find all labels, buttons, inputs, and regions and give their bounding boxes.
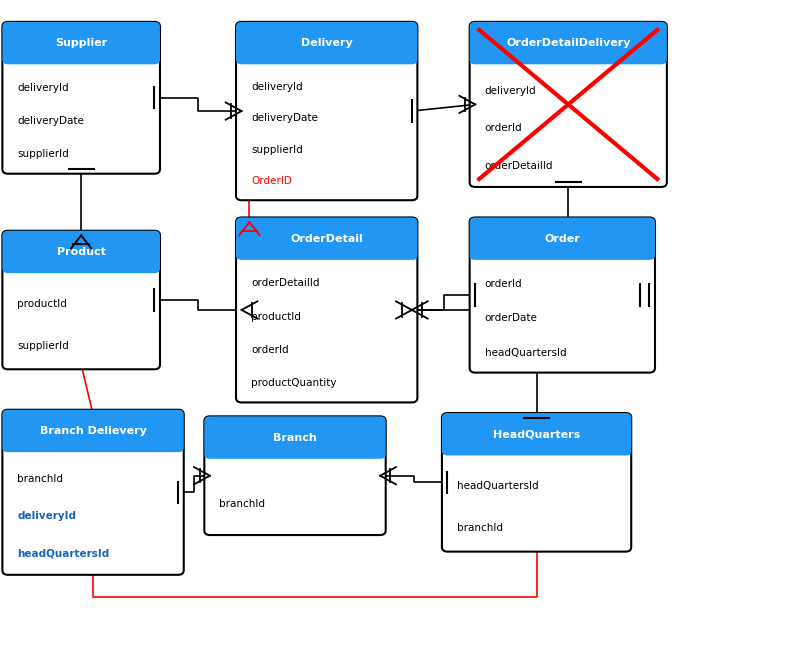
FancyBboxPatch shape bbox=[470, 217, 655, 373]
FancyBboxPatch shape bbox=[2, 410, 184, 452]
Bar bbox=[210, 438, 380, 454]
Text: productId: productId bbox=[17, 299, 67, 309]
Text: HeadQuarters: HeadQuarters bbox=[493, 429, 581, 440]
FancyBboxPatch shape bbox=[442, 413, 631, 552]
FancyBboxPatch shape bbox=[204, 416, 386, 459]
Text: deliveryId: deliveryId bbox=[17, 511, 76, 521]
Text: Delivery: Delivery bbox=[301, 38, 352, 48]
Text: OrderID: OrderID bbox=[251, 176, 292, 186]
Bar bbox=[242, 43, 412, 60]
Text: Supplier: Supplier bbox=[55, 38, 107, 48]
Bar bbox=[8, 252, 154, 269]
Text: deliveryId: deliveryId bbox=[17, 83, 69, 93]
Text: orderDetailId: orderDetailId bbox=[485, 160, 553, 170]
Text: supplierId: supplierId bbox=[17, 341, 69, 351]
Text: productId: productId bbox=[251, 312, 301, 322]
Text: Branch Delievery: Branch Delievery bbox=[40, 426, 147, 436]
FancyBboxPatch shape bbox=[2, 231, 160, 273]
Bar bbox=[475, 43, 661, 60]
Bar bbox=[447, 434, 626, 451]
FancyBboxPatch shape bbox=[442, 413, 631, 455]
Text: orderDetailId: orderDetailId bbox=[251, 278, 319, 288]
Text: headQuartersId: headQuartersId bbox=[485, 347, 566, 357]
Text: orderId: orderId bbox=[485, 279, 523, 289]
Text: deliveryId: deliveryId bbox=[485, 86, 536, 96]
FancyBboxPatch shape bbox=[470, 217, 655, 260]
Text: Product: Product bbox=[57, 247, 105, 257]
FancyBboxPatch shape bbox=[470, 22, 667, 64]
FancyBboxPatch shape bbox=[2, 22, 160, 64]
FancyBboxPatch shape bbox=[204, 416, 386, 535]
Text: Order: Order bbox=[544, 233, 581, 244]
Text: orderDate: orderDate bbox=[485, 314, 538, 324]
Text: supplierId: supplierId bbox=[251, 145, 303, 154]
FancyBboxPatch shape bbox=[2, 410, 184, 575]
FancyBboxPatch shape bbox=[470, 22, 667, 187]
Text: OrderDetail: OrderDetail bbox=[291, 233, 363, 244]
Bar bbox=[8, 431, 178, 448]
Text: orderId: orderId bbox=[251, 345, 289, 355]
FancyBboxPatch shape bbox=[2, 231, 160, 369]
Text: headQuartersId: headQuartersId bbox=[17, 548, 109, 558]
Text: deliveryDate: deliveryDate bbox=[17, 116, 84, 126]
Text: Branch: Branch bbox=[273, 432, 317, 443]
Text: deliveryId: deliveryId bbox=[251, 82, 303, 91]
FancyBboxPatch shape bbox=[2, 22, 160, 174]
Bar bbox=[475, 239, 649, 255]
Text: branchId: branchId bbox=[219, 499, 265, 509]
Text: OrderDetailDelivery: OrderDetailDelivery bbox=[506, 38, 630, 48]
Text: branchId: branchId bbox=[457, 523, 503, 533]
FancyBboxPatch shape bbox=[236, 217, 417, 260]
FancyBboxPatch shape bbox=[236, 22, 417, 64]
Text: branchId: branchId bbox=[17, 474, 63, 484]
FancyBboxPatch shape bbox=[236, 22, 417, 200]
Text: productQuantity: productQuantity bbox=[251, 378, 337, 388]
Text: orderId: orderId bbox=[485, 123, 523, 133]
Text: headQuartersId: headQuartersId bbox=[457, 481, 539, 491]
Bar bbox=[242, 239, 412, 255]
FancyBboxPatch shape bbox=[236, 217, 417, 402]
Text: supplierId: supplierId bbox=[17, 149, 69, 159]
Bar bbox=[8, 43, 154, 60]
Text: deliveryDate: deliveryDate bbox=[251, 113, 318, 123]
